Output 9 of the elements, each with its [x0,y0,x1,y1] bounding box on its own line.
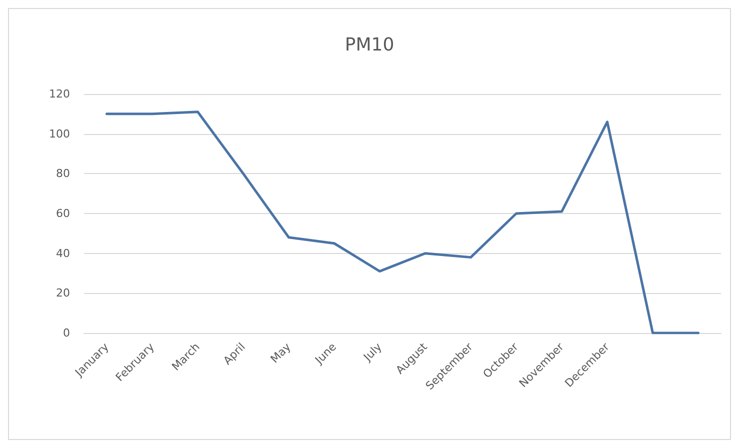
chart-title: PM10 [344,34,394,56]
line-series [106,110,700,334]
y-tick-label: 60 [56,207,70,220]
y-tick-label: 40 [56,246,70,260]
y-tick-label: 0 [63,326,70,340]
y-tick-label: 120 [49,88,70,100]
y-tick-label: 20 [56,286,70,300]
y-tick-label: 100 [49,127,70,140]
y-tick-label: 80 [56,167,70,180]
